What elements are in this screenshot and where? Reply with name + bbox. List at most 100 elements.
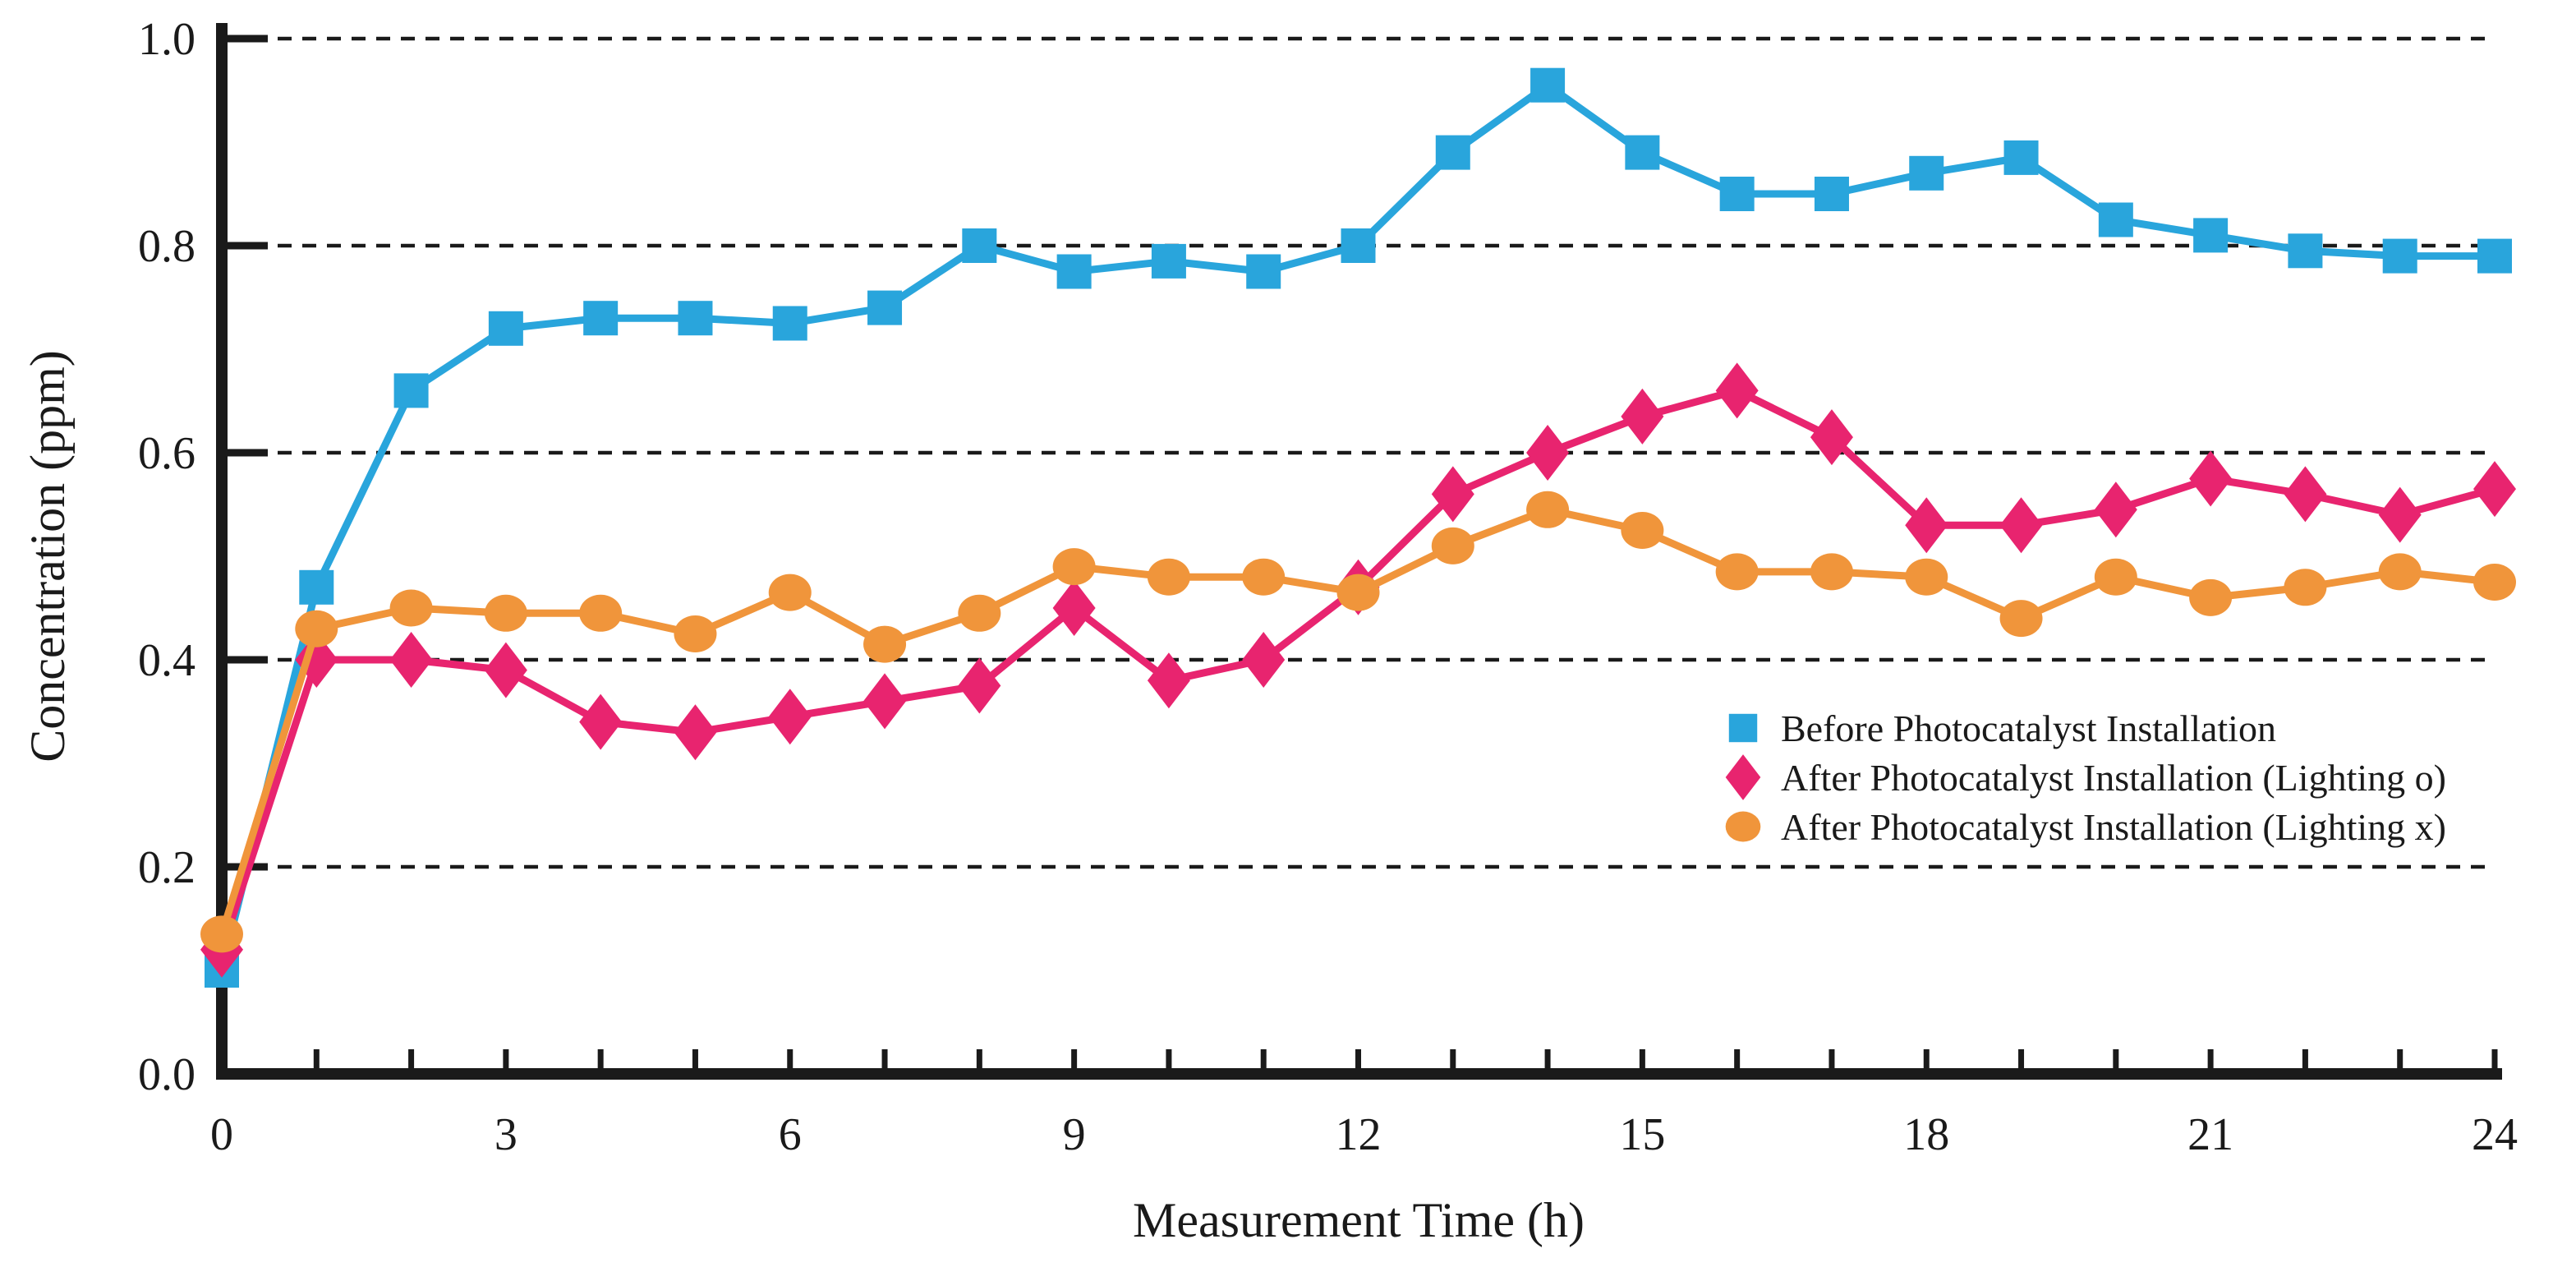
data-point-marker-square	[1814, 177, 1849, 211]
data-point-marker-square	[1625, 135, 1660, 170]
data-point-marker-diamond	[1147, 652, 1190, 709]
data-point-marker-circle	[2189, 578, 2233, 616]
data-point-marker-circle	[2378, 553, 2422, 591]
data-point-marker-circle	[1242, 558, 1286, 596]
legend-item: After Photocatalyst Installation (Lighti…	[1725, 754, 2446, 800]
data-point-marker-circle	[2473, 564, 2516, 601]
data-point-marker-square	[2003, 140, 2039, 175]
data-point-marker-diamond	[958, 657, 1001, 714]
data-point-marker-square	[1728, 713, 1758, 743]
data-point-marker-circle	[1147, 558, 1190, 596]
data-point-marker-square	[1530, 67, 1566, 103]
data-point-marker-square	[1341, 228, 1376, 263]
data-point-marker-diamond	[674, 704, 717, 761]
data-point-marker-circle	[579, 594, 623, 632]
data-point-marker-square	[1151, 243, 1186, 279]
data-point-marker-diamond	[768, 689, 812, 745]
axis-lines	[216, 23, 2502, 1080]
data-point-marker-circle	[1526, 491, 1570, 528]
data-point-marker-circle	[1431, 527, 1474, 564]
data-point-marker-square	[1435, 135, 1470, 170]
data-point-marker-square	[393, 373, 429, 408]
data-point-marker-diamond	[2284, 466, 2327, 523]
legend-item: After Photocatalyst Installation (Lighti…	[1725, 806, 2446, 848]
x-tick-label: 24	[2472, 1109, 2518, 1160]
data-point-marker-circle	[1999, 600, 2043, 638]
data-point-marker-square	[678, 301, 713, 336]
data-point-marker-circle	[1725, 811, 1761, 842]
data-point-marker-circle	[295, 610, 338, 647]
y-tick-label: 0.0	[138, 1049, 196, 1100]
series-1	[200, 362, 2516, 978]
data-point-marker-circle	[1905, 558, 1948, 596]
y-axis-ticks	[222, 35, 268, 871]
data-point-marker-square	[2098, 202, 2133, 237]
data-point-marker-circle	[2094, 558, 2137, 596]
legend-label: Before Photocatalyst Installation	[1781, 707, 2276, 749]
x-tick-label: 12	[1336, 1109, 1382, 1160]
data-point-marker-circle	[768, 574, 812, 611]
data-point-marker-diamond	[389, 632, 433, 688]
data-point-marker-diamond	[1431, 466, 1474, 523]
data-point-marker-diamond	[1725, 754, 1761, 800]
data-point-marker-diamond	[1905, 497, 1948, 554]
data-point-marker-square	[1056, 254, 1092, 289]
x-axis-ticks	[313, 1049, 2498, 1074]
legend: Before Photocatalyst Installation After P…	[1725, 707, 2446, 848]
data-point-marker-diamond	[1715, 362, 1759, 419]
x-axis-tick-labels: 0 3 6 9 12 15 18 21 24	[210, 1109, 2518, 1160]
y-axis-title: Concentration (ppm)	[21, 350, 75, 763]
x-tick-label: 3	[494, 1109, 518, 1160]
data-point-marker-square	[1909, 155, 1944, 191]
data-point-marker-square	[772, 306, 807, 341]
data-point-marker-square	[2477, 238, 2512, 274]
data-point-marker-diamond	[2189, 450, 2233, 507]
data-point-marker-circle	[958, 594, 1001, 632]
data-point-marker-circle	[200, 915, 243, 953]
data-point-marker-diamond	[2473, 461, 2516, 518]
legend-label: After Photocatalyst Installation (Lighti…	[1781, 757, 2446, 799]
data-point-marker-diamond	[863, 673, 907, 730]
data-point-marker-diamond	[1242, 632, 1286, 688]
x-tick-label: 18	[1903, 1109, 1949, 1160]
data-point-marker-square	[2193, 218, 2229, 253]
series-0	[205, 67, 2512, 988]
legend-item: Before Photocatalyst Installation	[1728, 707, 2276, 749]
data-point-marker-diamond	[1052, 580, 1096, 636]
x-axis-title: Measurement Time (h)	[1133, 1193, 1585, 1247]
y-tick-label: 1.0	[138, 14, 196, 65]
y-tick-label: 0.2	[138, 842, 196, 893]
data-point-marker-square	[2382, 238, 2417, 274]
x-tick-label: 21	[2187, 1109, 2233, 1160]
axes	[216, 23, 2502, 1080]
x-tick-label: 9	[1063, 1109, 1086, 1160]
data-point-marker-diamond	[1621, 388, 1664, 445]
data-point-marker-diamond	[484, 642, 527, 698]
x-tick-label: 15	[1619, 1109, 1665, 1160]
data-point-marker-circle	[2284, 569, 2327, 606]
data-series	[200, 67, 2516, 988]
series-2	[200, 491, 2516, 953]
data-point-marker-circle	[484, 594, 527, 632]
gridlines	[228, 36, 2495, 869]
data-point-marker-diamond	[2094, 481, 2137, 538]
y-tick-label: 0.4	[138, 635, 196, 686]
y-tick-label: 0.8	[138, 221, 196, 272]
data-point-marker-circle	[1336, 574, 1380, 611]
data-point-marker-square	[583, 301, 619, 336]
data-point-marker-circle	[863, 625, 907, 663]
data-point-marker-diamond	[2378, 486, 2422, 543]
data-point-marker-diamond	[1526, 425, 1570, 481]
data-point-marker-circle	[1621, 512, 1664, 549]
data-point-marker-circle	[674, 615, 717, 652]
data-point-marker-circle	[1810, 553, 1853, 591]
data-point-marker-circle	[1715, 553, 1759, 591]
y-tick-label: 0.6	[138, 428, 196, 479]
data-point-marker-square	[299, 569, 334, 605]
data-point-marker-square	[488, 311, 523, 346]
data-point-marker-circle	[389, 589, 433, 627]
x-tick-label: 0	[210, 1109, 233, 1160]
data-point-marker-square	[962, 228, 997, 263]
